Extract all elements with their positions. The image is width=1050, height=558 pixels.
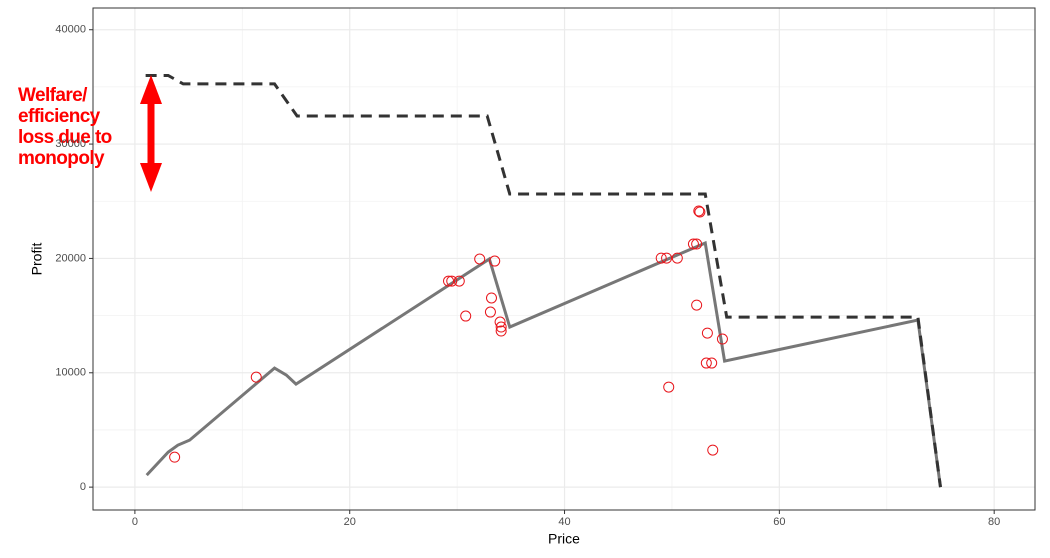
annotation: efficiency bbox=[18, 106, 101, 127]
point bbox=[460, 310, 472, 322]
annotation: loss due to bbox=[18, 127, 112, 148]
point bbox=[661, 252, 673, 264]
point bbox=[701, 327, 713, 339]
point bbox=[663, 381, 675, 393]
point bbox=[671, 252, 683, 264]
point bbox=[691, 238, 703, 250]
line bbox=[145, 240, 942, 488]
y-tick-label: 40000 bbox=[55, 24, 86, 36]
point bbox=[694, 206, 706, 218]
point bbox=[693, 205, 705, 217]
y-tick-label: 30000 bbox=[55, 138, 86, 150]
point bbox=[169, 451, 181, 463]
y-axis-title: Profit bbox=[29, 243, 45, 276]
point bbox=[495, 321, 507, 333]
x-tick-label: 20 bbox=[344, 516, 356, 528]
annotation: Welfare/ bbox=[18, 85, 88, 106]
point bbox=[495, 325, 507, 337]
point bbox=[250, 371, 262, 383]
y-tick-label: 10000 bbox=[55, 367, 86, 379]
point bbox=[687, 238, 699, 250]
point bbox=[489, 255, 501, 267]
panel-border bbox=[92, 7, 1036, 511]
arrow-head bbox=[140, 75, 162, 104]
point bbox=[485, 292, 497, 304]
welfare-arrow bbox=[140, 75, 162, 192]
annotation: monopoly bbox=[18, 148, 105, 169]
point bbox=[453, 275, 465, 287]
arrow-head bbox=[140, 163, 162, 192]
point bbox=[706, 357, 718, 369]
x-tick-label: 0 bbox=[132, 516, 138, 528]
point bbox=[707, 444, 719, 456]
y-tick-label: 20000 bbox=[55, 252, 86, 264]
x-tick-label: 80 bbox=[988, 516, 1000, 528]
point bbox=[484, 306, 496, 318]
point bbox=[716, 333, 728, 345]
x-tick-label: 60 bbox=[773, 516, 785, 528]
point bbox=[655, 252, 667, 264]
dashed-line bbox=[145, 73, 942, 488]
point bbox=[700, 357, 712, 369]
point bbox=[474, 253, 486, 265]
point bbox=[443, 275, 455, 287]
x-tick-label: 40 bbox=[558, 516, 570, 528]
point bbox=[446, 275, 458, 287]
x-axis-title: Price bbox=[548, 531, 580, 547]
marks bbox=[145, 73, 942, 488]
y-tick-label: 0 bbox=[80, 481, 86, 493]
point bbox=[691, 299, 703, 311]
grid bbox=[93, 8, 1035, 510]
point bbox=[494, 316, 506, 328]
